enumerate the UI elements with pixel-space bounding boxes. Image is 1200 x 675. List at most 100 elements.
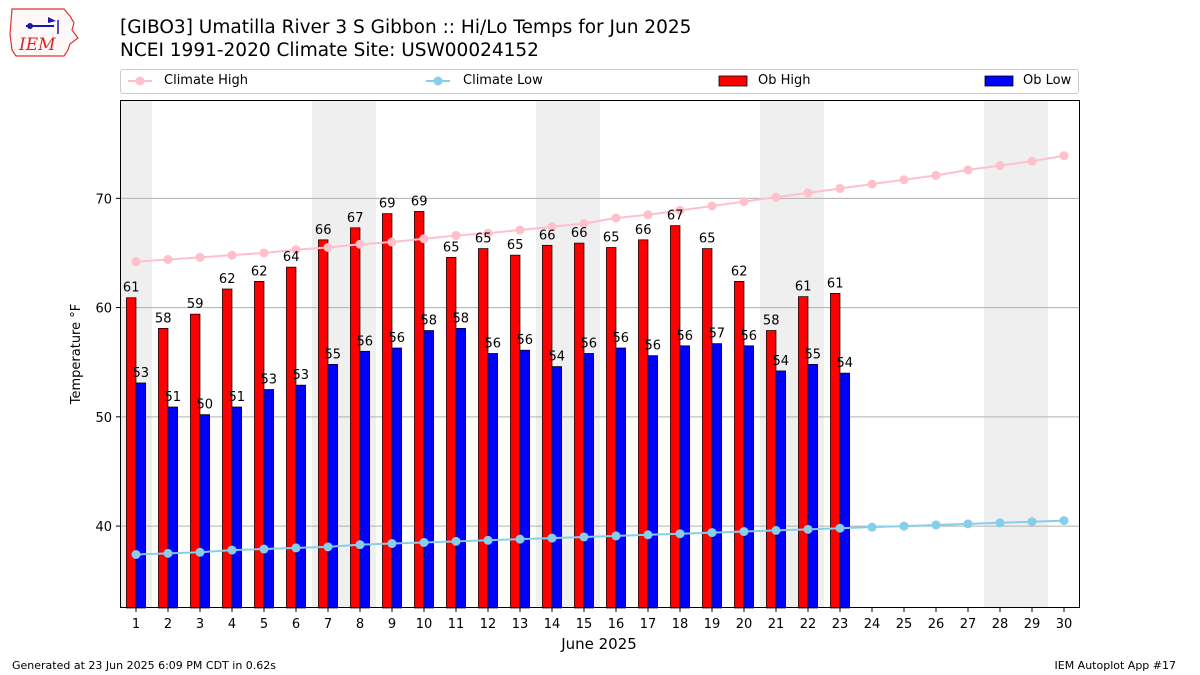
ob-low-label: 56 — [677, 329, 694, 344]
ob-high-bar — [702, 248, 713, 609]
climate-low-point — [739, 527, 749, 537]
ob-high-bar — [830, 293, 841, 609]
ob-high-label: 69 — [379, 197, 396, 212]
climate-low-point — [419, 537, 429, 547]
x-tick-label: 4 — [228, 617, 236, 632]
x-tick-label: 18 — [672, 617, 689, 632]
footer-app: IEM Autoplot App #17 — [1054, 659, 1177, 672]
y-tick-label: 70 — [95, 192, 112, 207]
climate-high-point — [867, 179, 877, 189]
ob-low-label: 58 — [453, 311, 470, 326]
ob-high-label: 69 — [411, 194, 428, 209]
ob-high-label: 65 — [507, 238, 524, 253]
ob-high-bar — [254, 281, 265, 609]
ob-high-label: 62 — [731, 264, 748, 279]
ob-high-label: 62 — [219, 272, 236, 287]
x-tick-label: 1 — [132, 617, 140, 632]
climate-low-point — [291, 543, 301, 553]
ob-low-bar — [519, 349, 530, 609]
chart-title: [GIBO3] Umatilla River 3 S Gibbon :: Hi/… — [120, 17, 692, 38]
climate-low-point — [163, 548, 173, 558]
ob-high-label: 61 — [123, 281, 140, 296]
climate-high-point — [195, 252, 205, 262]
climate-high-point — [387, 237, 397, 247]
x-tick-label: 17 — [640, 617, 657, 632]
x-tick-label: 14 — [544, 617, 561, 632]
bars — [126, 211, 850, 609]
weekend-shade — [984, 100, 1048, 608]
ob-high-bar — [158, 327, 169, 609]
climate-high-point — [707, 201, 717, 211]
ob-high-bar — [670, 225, 681, 609]
climate-high-point — [643, 210, 653, 220]
ob-low-bar — [199, 414, 210, 609]
climate-high-point — [899, 175, 909, 185]
climate-low-point — [227, 545, 237, 555]
ob-high-label: 59 — [187, 297, 204, 312]
x-tick-label: 12 — [480, 617, 497, 632]
x-tick-label: 21 — [768, 617, 785, 632]
legend — [120, 69, 1079, 94]
weekend-shade — [120, 100, 152, 608]
climate-high-point — [803, 188, 813, 198]
climate-lines — [131, 151, 1069, 559]
legend-label-ob-low: Ob Low — [1023, 73, 1072, 88]
ob-low-label: 55 — [805, 347, 822, 362]
x-axis-label: June 2025 — [560, 635, 637, 653]
climate-low-point — [1027, 517, 1037, 527]
ob-low-label: 54 — [837, 356, 854, 371]
climate-low-point — [675, 529, 685, 539]
x-tick-label: 8 — [356, 617, 364, 632]
ob-low-label: 56 — [517, 333, 534, 348]
ob-low-label: 53 — [293, 368, 310, 383]
ob-high-bar — [734, 281, 745, 609]
ob-low-bar — [455, 327, 466, 609]
ob-low-bar — [775, 370, 786, 609]
ob-high-label: 66 — [315, 223, 332, 238]
ob-low-bar — [615, 347, 626, 609]
ob-low-label: 51 — [165, 390, 182, 405]
ob-low-bar — [807, 364, 818, 609]
ob-low-bar — [391, 347, 402, 609]
weekend-shade — [536, 100, 600, 608]
ob-high-label: 65 — [699, 232, 716, 247]
climate-low-point — [195, 547, 205, 557]
climate-high-line — [135, 154, 1065, 263]
chart-subtitle: NCEI 1991-2020 Climate Site: USW00024152 — [120, 40, 539, 61]
ob-high-label: 62 — [251, 264, 268, 279]
climate-high-point — [963, 165, 973, 175]
logo-text: IEM — [18, 35, 56, 55]
y-gridlines — [120, 197, 1080, 527]
ob-low-label: 53 — [133, 366, 150, 381]
climate-high-point — [675, 205, 685, 215]
ob-low-bar — [839, 372, 850, 609]
climate-low-point — [547, 533, 557, 543]
ob-high-label: 67 — [347, 211, 364, 226]
ob-low-label: 57 — [709, 327, 726, 342]
ob-high-bar — [318, 239, 329, 609]
x-tick-label: 15 — [576, 617, 593, 632]
ob-high-bar — [510, 254, 521, 609]
climate-high-point — [835, 183, 845, 193]
ob-high-bar — [414, 211, 425, 609]
climate-high-point — [483, 228, 493, 238]
x-tick-label: 9 — [388, 617, 396, 632]
climate-high-point — [163, 255, 173, 265]
climate-low-point — [899, 521, 909, 531]
climate-low-point — [483, 535, 493, 545]
climate-high-point — [579, 218, 589, 228]
x-tick-label: 20 — [736, 617, 753, 632]
weekend-shade — [312, 100, 376, 608]
climate-low-point — [387, 539, 397, 549]
ob-low-label: 54 — [549, 350, 566, 365]
x-tick-label: 11 — [448, 617, 465, 632]
x-tick-label: 7 — [324, 617, 332, 632]
x-tick-label: 2 — [164, 617, 172, 632]
climate-high-point — [323, 242, 333, 252]
legend-label-climate-high: Climate High — [164, 73, 249, 88]
legend-label-ob-high: Ob High — [758, 73, 811, 88]
ob-high-bar — [638, 239, 649, 609]
climate-low-line — [135, 519, 1065, 556]
